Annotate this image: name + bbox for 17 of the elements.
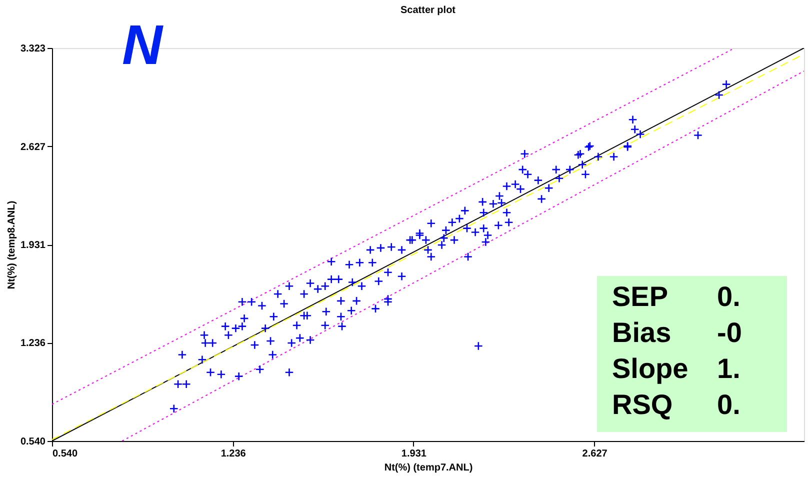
chart-title: Scatter plot bbox=[400, 5, 456, 16]
x-tick-label: 2.627 bbox=[582, 448, 608, 460]
y-tick-label: 2.627 bbox=[20, 142, 46, 153]
x-tick-label: 0.540 bbox=[52, 448, 78, 460]
text: Slope 1. bbox=[612, 353, 740, 384]
annotation: N bbox=[122, 13, 164, 76]
text: Bias -0 bbox=[612, 317, 742, 348]
x-tick-label: 1.931 bbox=[401, 448, 427, 460]
y-tick-label: 0.540 bbox=[20, 436, 46, 448]
x-axis-title: Nt(%) (temp7.ANL) bbox=[384, 462, 473, 474]
x-tick-label: 1.236 bbox=[220, 448, 246, 460]
y-tick-label: 1.931 bbox=[20, 240, 46, 252]
y-axis-title: Nt(%) (temp8.ANL) bbox=[6, 200, 18, 290]
text: RSQ 0. bbox=[612, 389, 740, 420]
y-tick-label: 3.323 bbox=[20, 44, 46, 54]
text: SEP 0. bbox=[612, 281, 740, 312]
y-tick-label: 1.236 bbox=[20, 338, 46, 350]
